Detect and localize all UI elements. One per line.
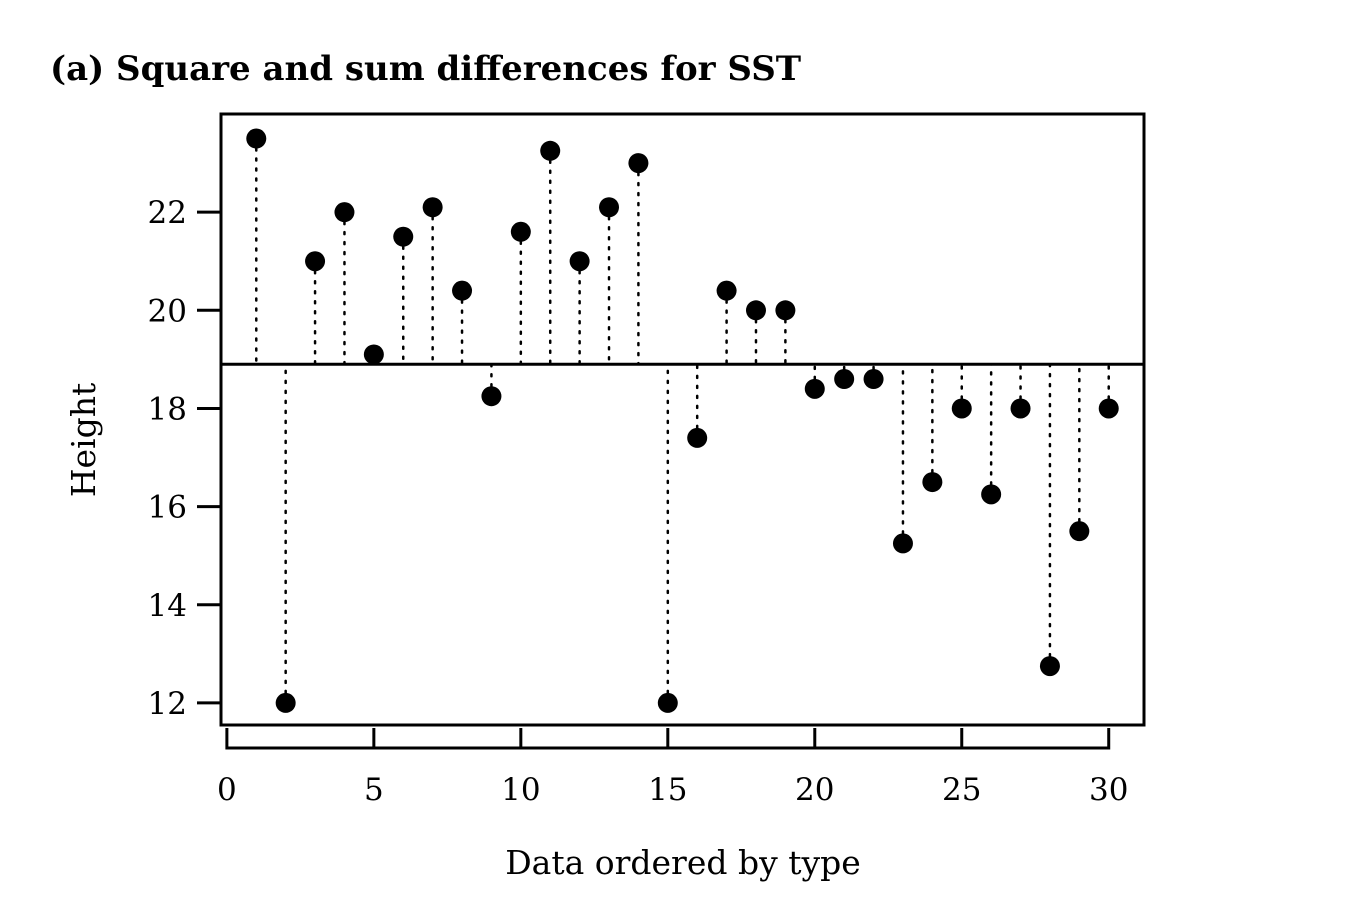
plot-area [246,128,1119,713]
y-tick-label: 22 [148,195,187,231]
x-tick-label: 25 [942,772,981,808]
data-point [775,300,796,321]
data-point [1069,521,1090,542]
data-point [510,221,531,242]
data-point [892,533,913,554]
data-point [422,197,443,218]
data-point [628,153,649,174]
x-tick-label: 0 [217,772,237,808]
data-point [716,280,737,301]
data-point [334,202,355,223]
x-axis: 0 5 10 15 20 25 30 [217,728,1128,808]
data-point [569,251,590,272]
data-point [863,369,884,390]
data-point [745,300,766,321]
data-point [540,140,561,161]
data-point [363,344,384,365]
x-tick-label: 15 [648,772,687,808]
y-tick-label: 12 [148,686,187,722]
x-tick-label: 30 [1089,772,1128,808]
y-tick-label: 14 [148,588,187,624]
data-point [922,472,943,493]
y-tick-label: 16 [148,490,187,526]
y-tick-label: 20 [148,293,187,329]
data-point [687,427,708,448]
plot-frame [219,112,1146,727]
data-point [1098,398,1119,419]
data-point [1010,398,1031,419]
data-point [804,378,825,399]
chart-title: (a) Square and sum differences for SST [50,49,801,89]
x-tick-label: 10 [501,772,540,808]
x-tick-label: 5 [364,772,384,808]
y-tick-label: 18 [148,391,187,427]
data-point [1039,656,1060,677]
data-point [305,251,326,272]
data-point [599,197,620,218]
data-point [981,484,1002,505]
y-axis-label: Height [64,383,103,498]
data-point [951,398,972,419]
data-point [393,226,414,247]
data-point [452,280,473,301]
data-point [481,386,502,407]
data-point [834,369,855,390]
x-tick-label: 20 [795,772,834,808]
y-axis: 12 14 16 18 20 22 [148,195,221,722]
x-axis-label: Data ordered by type [505,843,861,882]
data-point [275,692,296,713]
data-point [657,692,678,713]
data-point [246,128,267,149]
